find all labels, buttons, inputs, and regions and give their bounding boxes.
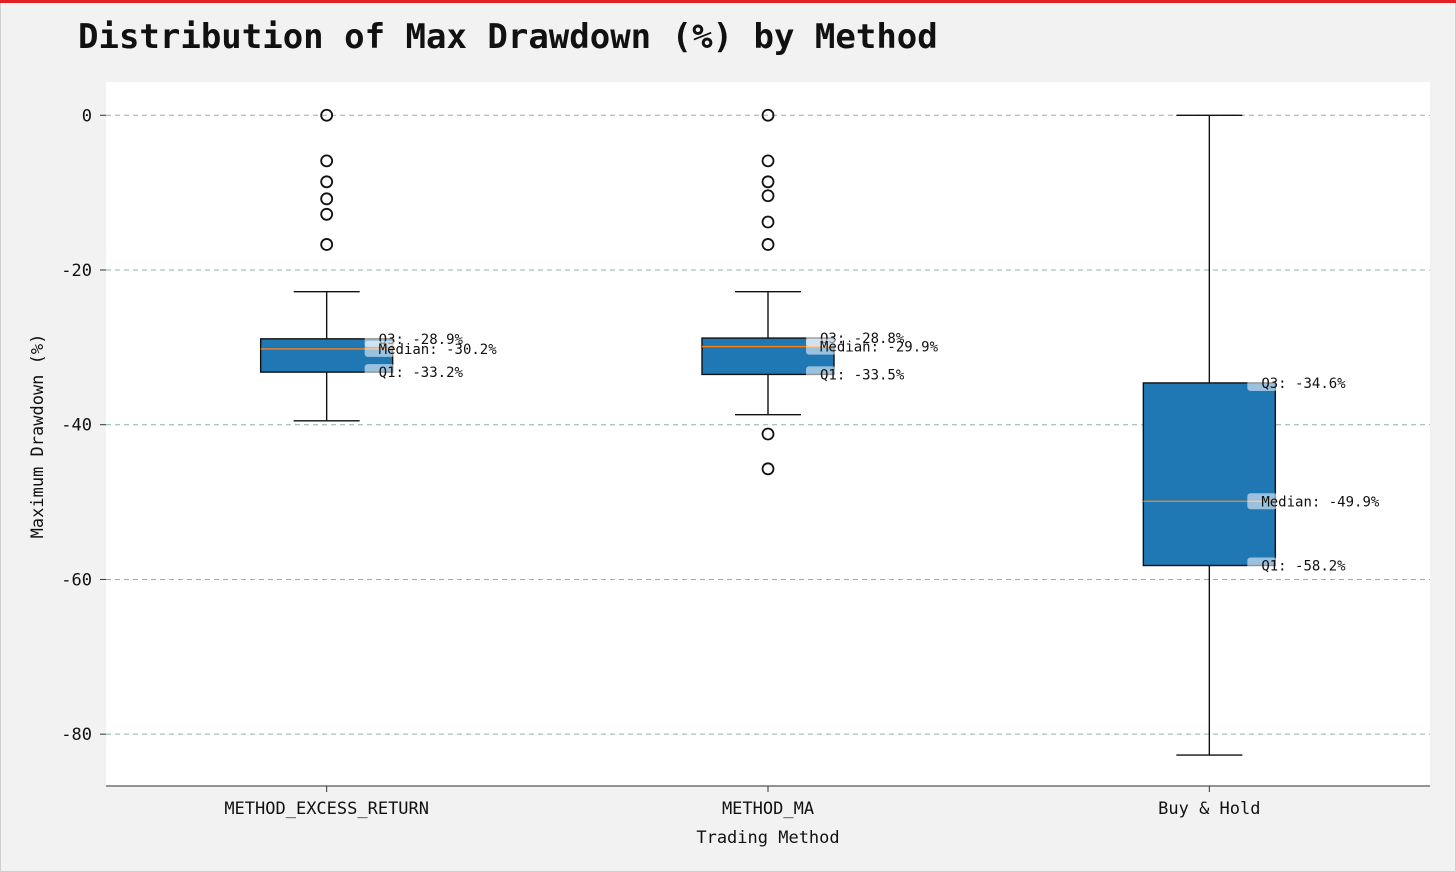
grid-lines: [106, 114, 1430, 735]
annotation-label: Median: -30.2%: [379, 342, 498, 358]
outlier-point: [761, 427, 775, 441]
annotation-label: Median: -29.9%: [820, 340, 939, 356]
annotation-q1: Q1: -33.5%: [806, 366, 905, 383]
annotation-label: Q1: -58.2%: [1261, 559, 1346, 575]
outlier-point: [761, 238, 775, 251]
x-tick-label: Buy & Hold: [1158, 799, 1260, 819]
outlier-point: [761, 108, 775, 122]
outlier-point: [320, 192, 334, 206]
annotation-label: Q3: -28.8%: [820, 331, 905, 347]
annotation-bg: [1247, 557, 1278, 574]
x-axis-label: Trading Method: [696, 828, 839, 848]
annotation-median: Median: -30.2%: [364, 340, 498, 358]
annotation-label: Q3: -28.9%: [379, 332, 464, 348]
outlier-point: [320, 175, 334, 189]
outlier-point: [320, 154, 334, 168]
y-tick-label: -60: [61, 570, 92, 590]
annotation-q1: Q1: -58.2%: [1247, 557, 1346, 575]
outlier-point: [761, 154, 775, 168]
x-axis-ticks: METHOD_EXCESS_RETURN METHOD_MA Buy & Hold: [224, 786, 1261, 819]
annotation-median: Median: -29.9%: [806, 338, 939, 356]
figure-top-accent-line: [0, 0, 1456, 3]
box-group: [1142, 114, 1277, 756]
annotation-label: Q3: -34.6%: [1261, 376, 1346, 392]
annotation-bg: [364, 364, 395, 381]
y-tick-label: -40: [61, 416, 92, 436]
outlier-point: [320, 108, 334, 122]
y-axis-ticks: 0 -20 -40 -60 -80: [61, 106, 106, 745]
y-tick-label: 0: [82, 106, 92, 126]
annotation-q1: Q1: -33.2%: [364, 364, 464, 381]
chart-title: Distribution of Max Drawdown (%) by Meth…: [78, 17, 938, 57]
annotation-bg: [806, 338, 836, 355]
outlier-point: [761, 215, 775, 229]
y-axis-label: Maximum Drawdown (%): [28, 334, 48, 539]
annotation-bg: [364, 340, 395, 357]
y-tick-label: -20: [61, 261, 92, 281]
outlier-point: [320, 238, 334, 251]
x-tick-label: METHOD_EXCESS_RETURN: [224, 799, 429, 819]
outlier-point: [320, 207, 334, 221]
annotation-q3: Q3: -34.6%: [1247, 374, 1346, 392]
iqr-box: [1142, 382, 1277, 567]
annotation-bg: [806, 366, 836, 383]
outlier-point: [761, 175, 775, 189]
outlier-point: [761, 462, 775, 476]
annotations: Q3: -28.9%Median: -30.2% Q1: -33.2% Q3: -2…: [364, 330, 1380, 575]
y-tick-label: -80: [61, 725, 92, 745]
annotation-label: Q1: -33.2%: [379, 365, 464, 381]
annotation-label: Q1: -33.5%: [820, 367, 905, 383]
outlier-point: [761, 189, 775, 203]
annotation-median: Median: -49.9%: [1247, 493, 1380, 510]
annotation-bg: [1247, 493, 1278, 510]
annotation-label: Median: -49.9%: [1261, 494, 1380, 510]
annotation-bg: [1247, 374, 1278, 391]
x-tick-label: METHOD_MA: [722, 799, 814, 819]
